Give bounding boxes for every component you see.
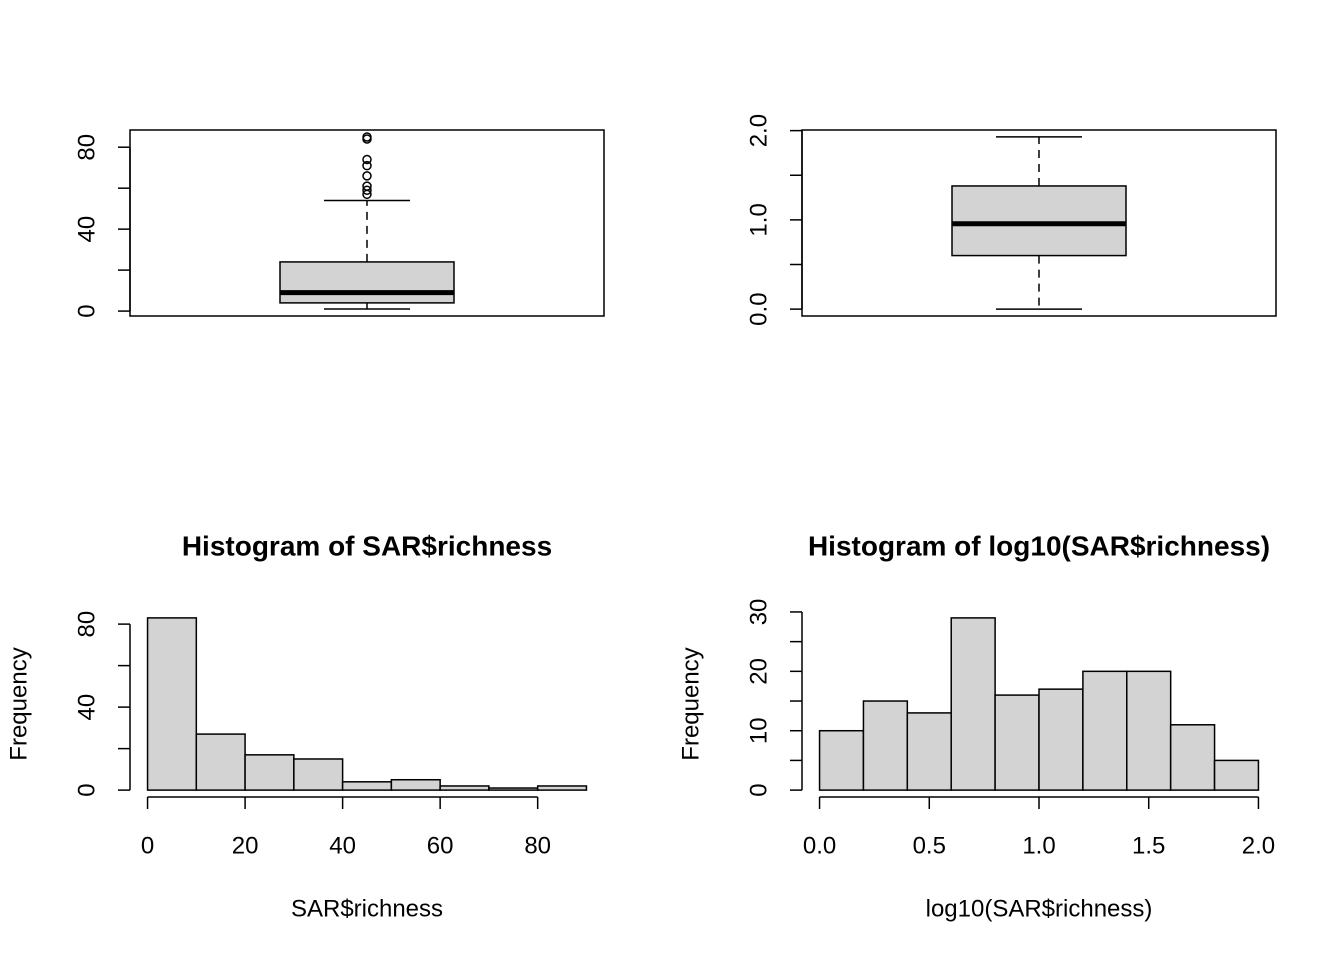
plot-frame (801, 129, 1277, 317)
panel-title: Histogram of log10(SAR$richness) (808, 530, 1270, 561)
bar (1126, 670, 1172, 791)
bar (862, 700, 909, 791)
x-axis-label: SAR$richness (291, 895, 443, 922)
x-tick-label: 2.0 (1242, 832, 1275, 859)
bar (244, 754, 295, 791)
panel: 0 40 80 (73, 129, 605, 318)
y-axis-label: Frequency (677, 647, 704, 760)
outlier (362, 160, 372, 171)
bar (906, 712, 952, 791)
x-tick-label: 0 (141, 832, 154, 859)
y-tick-label: 0 (745, 783, 772, 796)
plot-frame (129, 129, 605, 317)
bar (146, 617, 198, 791)
panel: 0 10 20 30 Histogram of log10(SAR$richness) F… (677, 530, 1275, 922)
x-axis-label: log10(SAR$richness) (926, 895, 1153, 922)
y-tick-label: 0 (73, 304, 100, 317)
y-tick-label: 2.0 (745, 114, 772, 147)
bar (994, 694, 1040, 791)
bar (950, 617, 996, 791)
x-tick-label: 1.5 (1132, 832, 1165, 859)
panel: 0.0 1.0 2.0 (745, 114, 1277, 326)
bar (390, 778, 441, 791)
bar (1082, 670, 1128, 791)
panel-title: Histogram of SAR$richness (182, 530, 552, 561)
box (279, 261, 455, 304)
bar (293, 758, 344, 791)
bar (488, 787, 539, 791)
y-tick-label: 30 (745, 599, 772, 626)
bar (195, 733, 246, 791)
outlier (362, 185, 372, 195)
y-axis-label: Frequency (5, 647, 32, 760)
bar (536, 785, 588, 791)
y-tick-label: 40 (73, 694, 100, 721)
panel: 0 40 80 Histogram of SAR$richness Frequency S… (5, 530, 588, 922)
outlier (362, 171, 372, 181)
x-tick-label: 20 (232, 832, 259, 859)
y-tick-label: 0 (73, 783, 100, 796)
y-tick-label: 10 (745, 717, 772, 744)
bar (439, 785, 490, 791)
x-tick-label: 60 (427, 832, 454, 859)
x-tick-label: 40 (329, 832, 356, 859)
y-tick-label: 1.0 (745, 203, 772, 236)
outlier (362, 154, 372, 165)
y-tick-label: 80 (73, 134, 100, 161)
bar (1169, 724, 1216, 791)
y-tick-label: 40 (73, 216, 100, 243)
bar (818, 729, 865, 791)
bar (1213, 759, 1260, 791)
bar (341, 781, 393, 791)
bar (1038, 688, 1084, 791)
x-tick-label: 80 (524, 832, 551, 859)
outlier (362, 181, 372, 191)
y-tick-label: 80 (73, 611, 100, 638)
outlier (362, 132, 372, 142)
y-tick-label: 0.0 (745, 292, 772, 325)
y-tick-label: 20 (745, 658, 772, 685)
x-tick-label: 0.5 (913, 832, 946, 859)
box (951, 185, 1127, 257)
x-tick-label: 1.0 (1022, 832, 1055, 859)
x-tick-label: 0.0 (803, 832, 836, 859)
